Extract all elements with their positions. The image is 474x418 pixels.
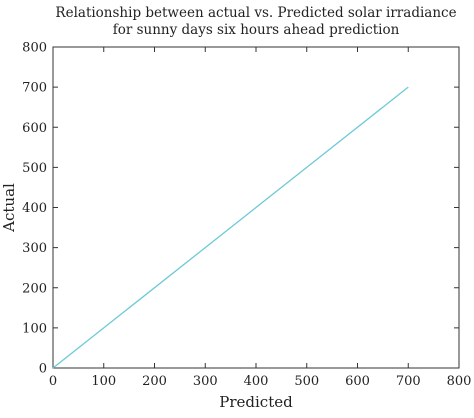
x-tick-label: 300: [193, 374, 218, 389]
series-line-0: [52, 86, 409, 369]
x-tick-label: 400: [244, 374, 269, 389]
y-tick-label: 300: [22, 241, 47, 256]
y-tick-label: 600: [22, 121, 47, 136]
x-tick-label: 0: [49, 374, 57, 389]
y-tick-label: 400: [22, 201, 47, 216]
x-tick-label: 800: [447, 374, 472, 389]
x-axis-label: Predicted: [219, 393, 293, 411]
y-tick-label: 700: [22, 81, 47, 96]
x-axis-ticks: 0 100 200 300 400 500 600 700 800: [49, 47, 472, 389]
series-group: [52, 86, 409, 369]
y-tick-label: 100: [22, 321, 47, 336]
x-tick-label: 500: [294, 374, 319, 389]
y-axis-ticks: 0 100 200 300 400 500 600 700 800: [22, 41, 459, 377]
chart-title-line-1: Relationship between actual vs. Predicte…: [55, 5, 456, 21]
x-tick-label: 100: [91, 374, 116, 389]
y-tick-label: 800: [22, 41, 47, 56]
y-tick-label: 200: [22, 281, 47, 296]
y-axis-label: Actual: [0, 183, 18, 233]
x-tick-label: 600: [345, 374, 370, 389]
chart-title-line-2: for sunny days six hours ahead predictio…: [113, 22, 400, 38]
y-tick-label: 500: [22, 161, 47, 176]
x-tick-label: 200: [142, 374, 167, 389]
x-tick-label: 700: [396, 374, 421, 389]
y-tick-label: 0: [39, 362, 47, 377]
chart-title: Relationship between actual vs. Predicte…: [55, 5, 456, 38]
